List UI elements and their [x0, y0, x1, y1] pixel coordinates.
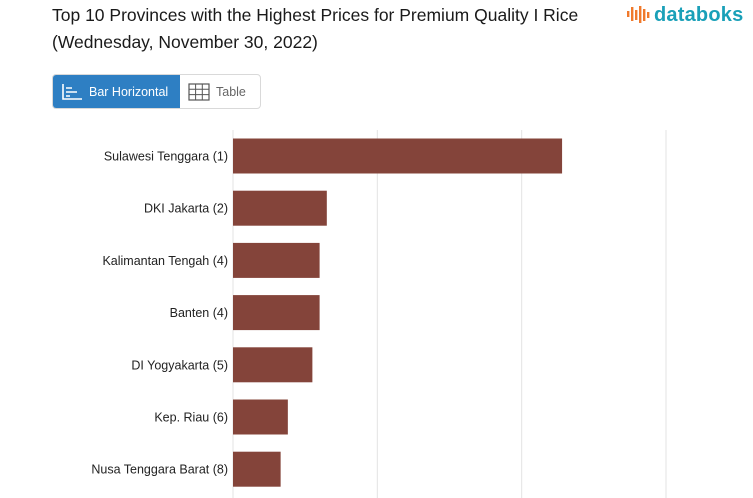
table-button[interactable]: Table: [180, 75, 254, 108]
view-toggle: Bar Horizontal Table: [52, 74, 261, 109]
bar[interactable]: [233, 138, 563, 174]
bar[interactable]: [233, 295, 320, 331]
table-icon: [188, 82, 210, 101]
bar[interactable]: [233, 399, 288, 435]
category-label: Sulawesi Tenggara (1): [104, 150, 228, 164]
category-label: Banten (4): [170, 306, 228, 320]
bar[interactable]: [233, 347, 313, 383]
category-label: Nusa Tenggara Barat (8): [91, 463, 228, 477]
bar-horizontal-button[interactable]: Bar Horizontal: [53, 75, 180, 108]
category-label: DI Yogyakarta (5): [131, 358, 228, 372]
chart-title: Top 10 Provinces with the Highest Prices…: [52, 5, 579, 52]
logo-mark-icon: [627, 5, 650, 23]
category-label: Kalimantan Tengah (4): [102, 254, 228, 268]
table-label: Table: [216, 84, 246, 99]
bar[interactable]: [233, 242, 320, 278]
databoks-logo[interactable]: databoks: [626, 4, 743, 27]
bar-horizontal-label: Bar Horizontal: [89, 84, 169, 99]
logo-text: databoks: [654, 4, 744, 26]
category-label: Kep. Riau (6): [154, 411, 228, 425]
bar-chart-icon: [62, 83, 82, 100]
bar[interactable]: [233, 190, 327, 226]
bar[interactable]: [233, 451, 281, 487]
category-label: DKI Jakarta (2): [144, 202, 228, 216]
